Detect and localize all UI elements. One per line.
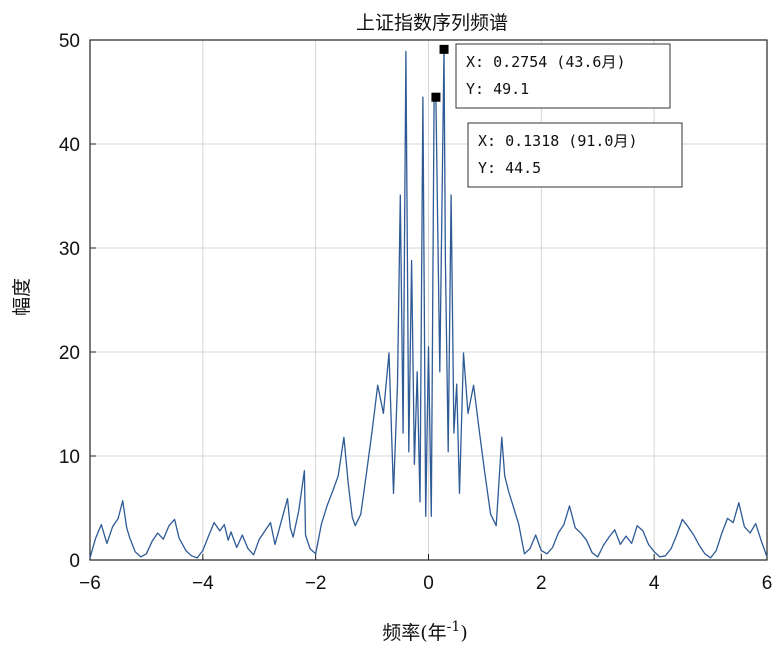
x-axis-label: 频率(年-1): [382, 619, 467, 644]
x-tick-label: −2: [305, 573, 327, 594]
datatip-x-text: X: 0.1318 (91.0月): [478, 132, 638, 150]
x-axis-label-main: 频率(年: [382, 622, 446, 644]
axis-ticks: −6 −4 −2 0 2 4 6 0 10 20 30 40 50: [59, 31, 772, 594]
x-tick-label: 6: [762, 573, 773, 594]
y-tick-label: 30: [59, 239, 80, 260]
datatip-x-text: X: 0.2754 (43.6月): [466, 53, 626, 71]
spectrum-series-line: [89, 48, 768, 559]
chart-title: 上证指数序列频谱: [356, 12, 508, 34]
y-axis-label: 幅度: [11, 278, 33, 316]
x-tick-label: −4: [192, 573, 214, 594]
x-axis-label-close: ): [460, 622, 467, 644]
x-tick-label: 2: [536, 573, 547, 594]
y-tick-label: 10: [59, 447, 80, 468]
datatip-box: [467, 122, 683, 188]
x-tick-label: 0: [423, 573, 434, 594]
y-tick-label: 0: [69, 551, 80, 572]
y-tick-label: 20: [59, 343, 80, 364]
datatip-marker: [439, 44, 449, 54]
datatip-y-text: Y: 49.1: [466, 80, 529, 98]
y-tick-label: 50: [59, 31, 80, 52]
x-tick-label: 4: [649, 573, 660, 594]
datatip-box: [455, 43, 671, 109]
x-tick-label: −6: [79, 573, 101, 594]
x-axis-label-superscript: -1: [447, 619, 461, 635]
datatips: X: 0.2754 (43.6月) Y: 49.1 X: 0.1318 (91.0月…: [431, 43, 683, 188]
datatip-y-text: Y: 44.5: [478, 159, 541, 177]
y-tick-label: 40: [59, 135, 80, 156]
datatip-marker: [431, 92, 441, 102]
